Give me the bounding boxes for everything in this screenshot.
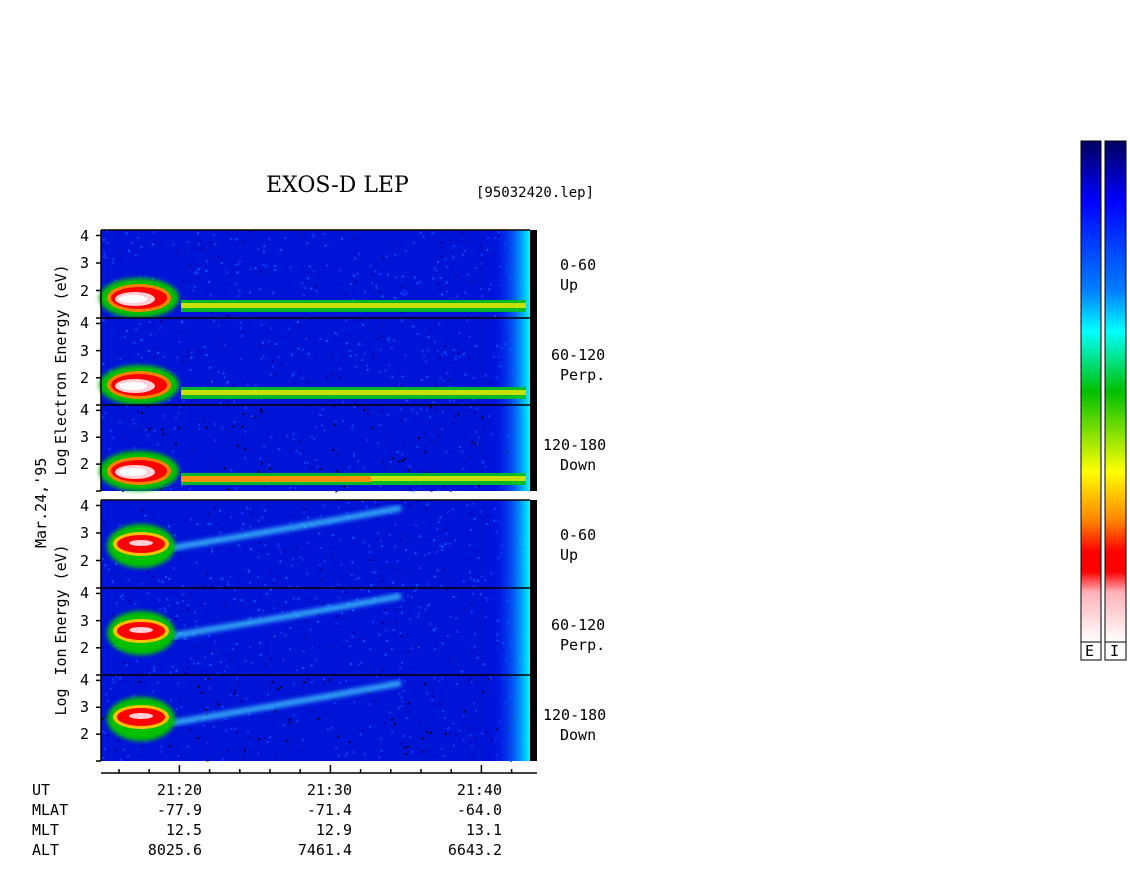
electron-panel3-label1: 120-180	[543, 436, 607, 454]
chart-title: EXOS-D LEP	[266, 173, 409, 198]
col2-alt: 7461.4	[297, 841, 352, 859]
file-label: [95032420.lep]	[476, 185, 595, 201]
ion-panel2-label1: 60-120	[551, 616, 606, 634]
ion-panel1-label2: Up	[560, 546, 579, 564]
col1-mlt: 12.5	[165, 821, 202, 839]
y-tick-label: 2	[80, 368, 90, 387]
electron-panel3-label2: Down	[560, 456, 597, 474]
ion-panel1-label1: 0-60	[560, 526, 597, 544]
y-tick-label: 4	[80, 671, 90, 690]
panel-4	[101, 499, 537, 590]
electron-panel1-label1: 0-60	[560, 256, 597, 274]
panel-5	[101, 587, 537, 677]
electron-panel2-label1: 60-120	[551, 346, 606, 364]
y-tick-label: 2	[80, 281, 90, 300]
panel-3	[99, 404, 537, 493]
col3-alt: 6643.2	[447, 841, 502, 859]
col2-ut: 21:30	[306, 781, 352, 799]
col1-alt: 8025.6	[147, 841, 202, 859]
panel-2	[99, 317, 537, 407]
row-label-ut: UT	[32, 781, 51, 799]
y-tick-label: 2	[80, 455, 90, 474]
colorbar-ion-label: I	[1110, 642, 1120, 660]
colorbar-ion	[1104, 140, 1127, 643]
col1-ut: 21:20	[156, 781, 202, 799]
ion-panel3-label1: 120-180	[543, 706, 607, 724]
y-tick-label: 3	[80, 254, 90, 272]
row-label-alt: ALT	[32, 841, 60, 859]
y-tick-label: 4	[80, 401, 90, 420]
y-tick-label: 4	[80, 584, 90, 603]
y-tick-label: 3	[80, 428, 90, 447]
ion-panel2-label2: Perp.	[560, 636, 606, 654]
colorbar-electron	[1080, 140, 1102, 643]
y-tick-label: 3	[80, 698, 90, 717]
y-tick-label: 3	[80, 611, 90, 630]
y-tick-label: 2	[80, 725, 90, 744]
panel-6	[101, 674, 537, 762]
y-tick-label: 4	[80, 314, 90, 333]
ion-panel3-label2: Down	[560, 726, 597, 744]
row-label-mlt: MLT	[32, 821, 60, 839]
colorbar-electron-label-box	[1080, 641, 1102, 661]
col2-mlt: 12.9	[315, 821, 352, 839]
y-tick-label: 4	[80, 226, 90, 245]
y-tick-label: 3	[80, 341, 90, 360]
y-tick-label: 2	[80, 551, 90, 570]
col3-mlt: 13.1	[465, 821, 502, 839]
row-label-mlat: MLAT	[32, 801, 69, 819]
col3-mlat: -64.0	[456, 801, 502, 819]
col1-mlat: -77.9	[156, 801, 202, 819]
panel-1	[99, 229, 537, 320]
colorbar-electron-label: E	[1085, 642, 1095, 660]
col2-mlat: -71.4	[306, 801, 352, 819]
y-tick-label: 3	[80, 524, 90, 542]
col3-ut: 21:40	[456, 781, 502, 799]
electron-panel2-label2: Perp.	[560, 366, 606, 384]
colorbar-ion-label-box	[1104, 641, 1127, 661]
y-tick-label: 4	[80, 496, 90, 515]
electron-panel1-label2: Up	[560, 276, 579, 294]
y-tick-label: 2	[80, 638, 90, 657]
